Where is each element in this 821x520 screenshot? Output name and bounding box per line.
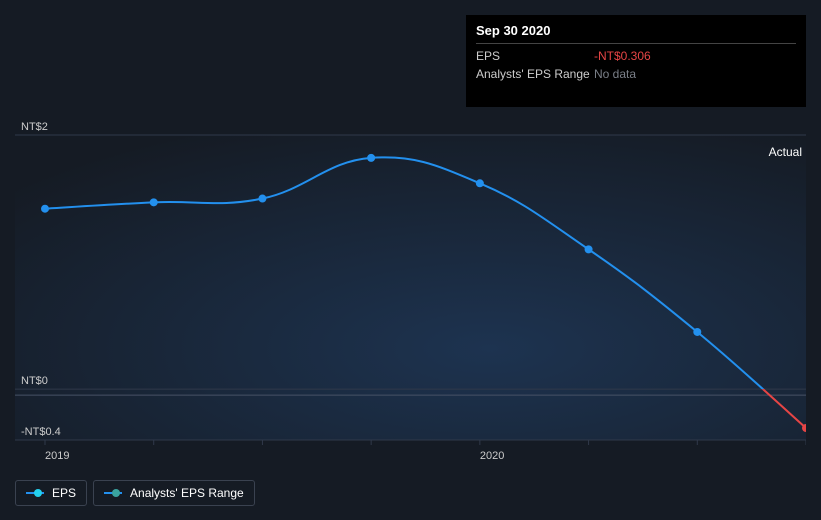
tooltip-box: Sep 30 2020 EPS -NT$0.306 Analysts' EPS … — [466, 15, 806, 107]
svg-text:2020: 2020 — [480, 450, 504, 462]
svg-text:-NT$0.4: -NT$0.4 — [21, 426, 61, 438]
legend-item-eps[interactable]: EPS — [15, 480, 87, 506]
legend-item-range[interactable]: Analysts' EPS Range — [93, 480, 255, 506]
tooltip-value: -NT$0.306 — [594, 49, 651, 63]
svg-text:2019: 2019 — [45, 450, 69, 462]
actual-label: Actual — [769, 145, 802, 159]
chart-area: NT$2NT$0-NT$0.420192020 Actual — [15, 120, 806, 440]
legend: EPS Analysts' EPS Range — [15, 480, 255, 506]
legend-label: Analysts' EPS Range — [130, 486, 244, 500]
tooltip-value: No data — [594, 67, 636, 81]
line-chart-svg: NT$2 NT$0 -NT$0.4 2019 2020 — [15, 120, 806, 465]
tooltip-label: Analysts' EPS Range — [476, 67, 594, 81]
legend-swatch — [104, 488, 122, 498]
tooltip-title: Sep 30 2020 — [476, 23, 796, 44]
tooltip-label: EPS — [476, 49, 594, 63]
chart-container: Sep 30 2020 EPS -NT$0.306 Analysts' EPS … — [0, 0, 821, 520]
tooltip-row: Analysts' EPS Range No data — [476, 65, 796, 83]
svg-text:NT$0: NT$0 — [21, 375, 48, 387]
svg-text:NT$2: NT$2 — [21, 121, 48, 133]
tooltip-row: EPS -NT$0.306 — [476, 47, 796, 65]
legend-label: EPS — [52, 486, 76, 500]
legend-swatch — [26, 488, 44, 498]
